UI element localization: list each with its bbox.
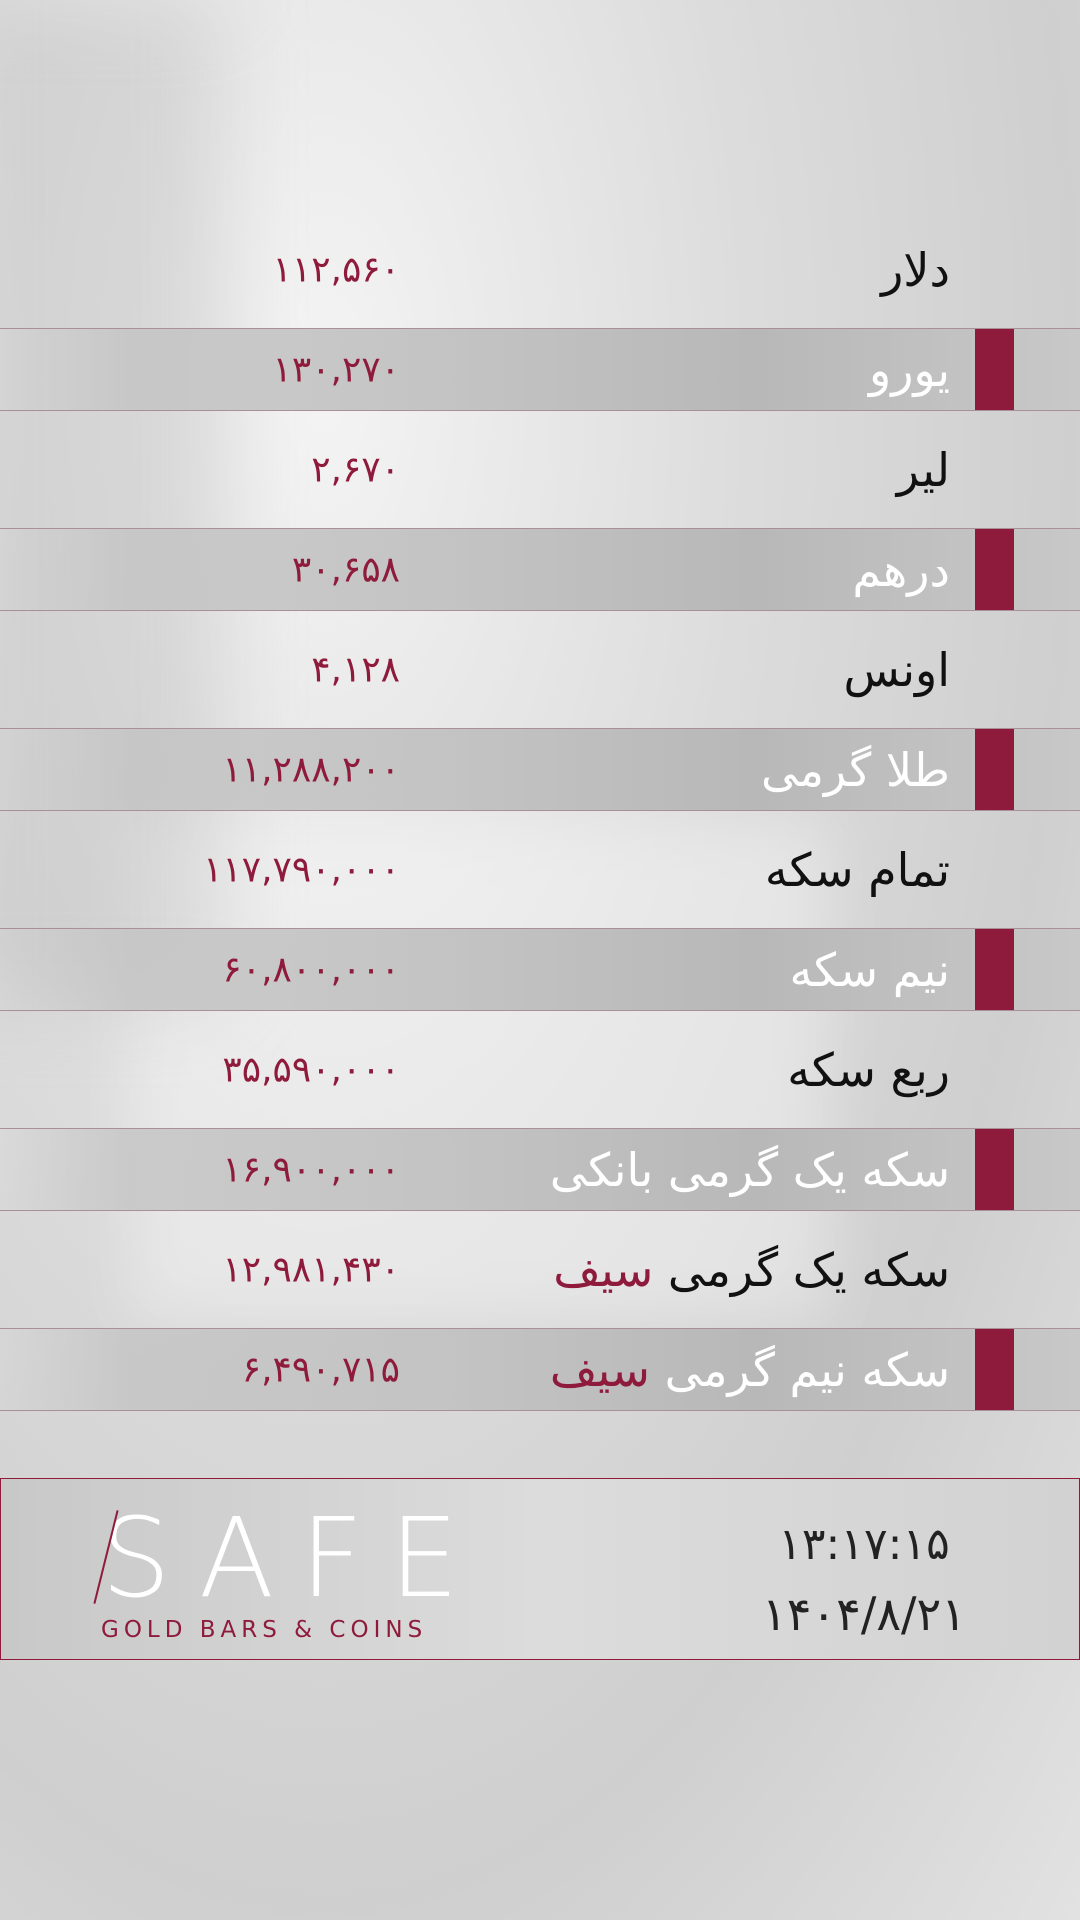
rate-row: اونس ۴,۱۲۸ [0,611,1080,728]
rate-value: ۶۰,۸۰۰,۰۰۰ [222,949,400,990]
logo-tagline: GOLD BARS & COINS [101,1617,428,1643]
rate-label-text: سکه یک گرمی بانکی [549,1142,950,1197]
rate-value: ۳۰,۶۵۸ [291,549,400,590]
rate-value: ۲,۶۷۰ [311,449,400,490]
accent-bar [975,1129,1014,1210]
rate-label: ربع سکه [787,1043,950,1097]
logo-word: SAFE [101,1494,485,1622]
rate-label: درهم [852,543,950,597]
accent-bar [975,529,1014,610]
accent-bar [975,929,1014,1010]
rate-value: ۱۱,۲۸۸,۲۰۰ [222,749,400,790]
rate-row: سکه نیم گرمی سیف ۶,۴۹۰,۷۱۵ [0,1328,1080,1411]
background-blur [0,0,220,1000]
rate-row: دلار ۱۱۲,۵۶۰ [0,211,1080,328]
rate-row: تمام سکه ۱۱۷,۷۹۰,۰۰۰ [0,811,1080,928]
background-blur [130,820,830,1320]
brand-accent-text: سیف [549,1342,650,1397]
brand-accent-text: سیف [553,1242,654,1297]
rate-label: تمام سکه [765,843,950,897]
rate-label-text: دلار [881,242,950,297]
rate-row: طلا گرمی ۱۱,۲۸۸,۲۰۰ [0,728,1080,811]
rate-row: سکه یک گرمی بانکی ۱۶,۹۰۰,۰۰۰ [0,1128,1080,1211]
rate-row: ربع سکه ۳۵,۵۹۰,۰۰۰ [0,1011,1080,1128]
accent-bar [975,329,1014,410]
rate-label-text: ربع سکه [787,1042,950,1097]
rate-label: یورو [869,343,950,397]
rate-row: سکه یک گرمی سیف ۱۲,۹۸۱,۴۳۰ [0,1211,1080,1328]
rate-label: سکه یک گرمی سیف [553,1243,950,1297]
rate-label: اونس [844,643,950,697]
rate-value: ۱۶,۹۰۰,۰۰۰ [222,1149,400,1190]
accent-bar [975,729,1014,810]
rate-label-text: درهم [852,542,950,597]
rate-label: سکه یک گرمی بانکی [550,1143,950,1197]
rate-value: ۳۵,۵۹۰,۰۰۰ [222,1049,400,1090]
rate-value: ۱۳۰,۲۷۰ [272,349,400,390]
rate-label-text: یورو [869,342,950,397]
rate-row: یورو ۱۳۰,۲۷۰ [0,328,1080,411]
rate-row: لیر ۲,۶۷۰ [0,411,1080,528]
rate-label-text: سکه یک گرمی [667,1242,950,1297]
rate-label-text: تمام سکه [764,842,950,897]
accent-bar [975,1329,1014,1410]
safe-logo: SAFE GOLD BARS & COINS [93,1494,485,1643]
rate-value: ۶,۴۹۰,۷۱۵ [241,1349,400,1390]
rate-label: سکه نیم گرمی سیف [550,1343,950,1397]
rate-label: لیر [897,443,950,497]
rate-label-text: نیم سکه [789,942,950,997]
rate-value: ۴,۱۲۸ [311,649,400,690]
footer-panel: SAFE GOLD BARS & COINS ۱۳:۱۷:۱۵ ۱۴۰۴/۸/۲… [0,1478,1080,1660]
rate-label-text: لیر [896,442,950,497]
rate-label: طلا گرمی [761,743,950,797]
rate-label: دلار [881,243,950,297]
rate-value: ۱۱۷,۷۹۰,۰۰۰ [203,849,400,890]
clock-date: ۱۴۰۴/۸/۲۱ [762,1587,966,1641]
rate-label-text: اونس [843,642,950,697]
clock-time: ۱۳:۱۷:۱۵ [778,1519,950,1570]
rate-value: ۱۲,۹۸۱,۴۳۰ [222,1249,400,1290]
rate-value: ۱۱۲,۵۶۰ [272,249,400,290]
rate-label: نیم سکه [789,943,950,997]
rate-row: نیم سکه ۶۰,۸۰۰,۰۰۰ [0,928,1080,1011]
rate-label-text: طلا گرمی [761,742,950,797]
rate-row: درهم ۳۰,۶۵۸ [0,528,1080,611]
rate-label-text: سکه نیم گرمی [664,1342,950,1397]
